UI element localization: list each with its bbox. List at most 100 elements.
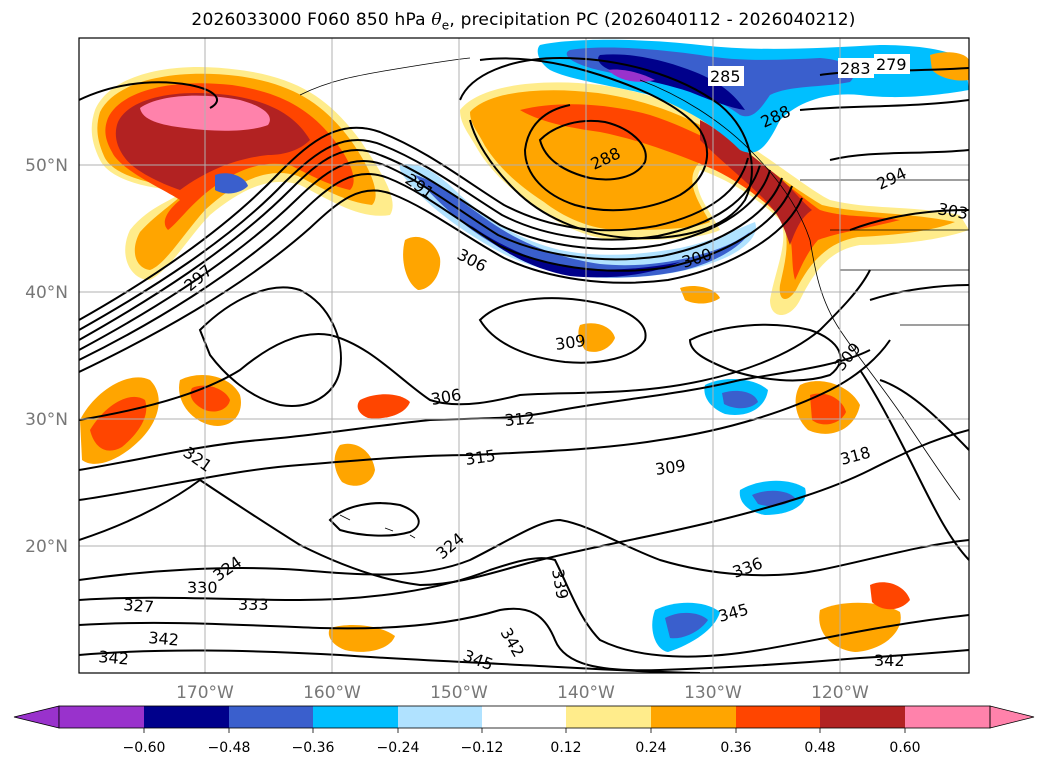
contour-label: 330 (187, 578, 218, 597)
contour-line (79, 81, 218, 109)
contour-line (198, 286, 342, 407)
contour-line (79, 429, 969, 587)
precip-area (930, 52, 969, 81)
precip-area (334, 443, 375, 486)
contour-line (859, 369, 969, 561)
contour-line (538, 119, 647, 181)
colorbar-segment (905, 706, 990, 728)
coastline (339, 514, 416, 539)
colorbar-tick-label: −0.24 (377, 740, 420, 756)
colorbar-segment (313, 706, 398, 728)
colorbar-segment (398, 706, 482, 728)
contour-line (869, 284, 969, 301)
contour-label: 279 (876, 55, 907, 74)
colorbar-segment (651, 706, 736, 728)
precip-area (470, 90, 955, 300)
graticule (79, 38, 969, 673)
lon-label: 120°W (811, 683, 869, 703)
colorbar-segment (736, 706, 820, 728)
coastline (299, 57, 471, 96)
contour-line (79, 269, 871, 421)
precip-area (722, 390, 758, 409)
contour-label: 297 (180, 261, 216, 295)
precip-area (870, 582, 910, 610)
contour-label: 345 (461, 646, 496, 674)
contour-label: 327 (123, 595, 155, 617)
contour-label: 309 (554, 331, 587, 354)
contour-line (799, 99, 969, 111)
colorbar-extend-low (13, 705, 60, 729)
contour-label: 315 (464, 446, 497, 469)
contour-line (849, 209, 969, 231)
precip-area (520, 104, 900, 280)
contour-label: 342 (497, 625, 529, 661)
precip-area (357, 394, 410, 419)
contour-label: 342 (148, 628, 180, 650)
contour-line (79, 649, 701, 673)
colorbar-segment (566, 706, 651, 728)
contour-label: 312 (504, 408, 536, 430)
lon-label: 130°W (684, 683, 742, 703)
lat-label: 40°N (25, 283, 68, 303)
contour-line (79, 160, 783, 351)
colorbar-tick-label: −0.36 (292, 740, 335, 756)
colorbar-tick-label: 0.24 (635, 740, 666, 756)
contour-label: 342 (98, 647, 130, 669)
contour-label: 285 (710, 67, 741, 86)
colorbar-tick-label: −0.48 (208, 740, 251, 756)
precip-area (190, 385, 230, 412)
colorbar-tick-label: 0.60 (889, 740, 920, 756)
coastlines (299, 57, 969, 539)
lat-label: 50°N (25, 156, 68, 176)
precip-area (403, 236, 441, 290)
colorbar-tick-label: 0.36 (720, 740, 751, 756)
contour-line (328, 502, 420, 537)
coastline (800, 179, 969, 326)
contour-line (829, 149, 969, 161)
colorbar-segment (144, 706, 229, 728)
map-frame (78, 37, 970, 674)
coastline (639, 79, 961, 501)
precip-area (680, 286, 720, 304)
colorbar-tick-label: −0.12 (461, 740, 504, 756)
contour-label: 324 (432, 529, 468, 563)
lon-label: 170°W (176, 683, 234, 703)
contour-label: 339 (548, 567, 572, 600)
contour-line (79, 139, 761, 331)
precip-area (415, 175, 750, 278)
contour-line (478, 297, 647, 364)
contour-line (688, 323, 842, 382)
contour-line (479, 57, 709, 212)
precip-area (328, 624, 395, 652)
colorbar-extend-high (989, 705, 1035, 729)
contour-label: 294 (874, 163, 910, 193)
precip-area (215, 173, 248, 194)
contour-line (459, 56, 753, 240)
colorbar-segment (482, 706, 566, 728)
contour-label: 333 (238, 595, 269, 614)
colorbar-tick-label: 0.48 (804, 740, 835, 756)
colorbar-segment (820, 706, 905, 728)
colorbar: −0.60 −0.48 −0.36 −0.24 −0.12 0.12 0.24 … (13, 705, 1035, 756)
contour-label: 321 (180, 443, 216, 476)
contour-line (79, 557, 969, 658)
contour-label: 283 (840, 59, 871, 78)
contour-label: 309 (654, 456, 687, 479)
precip-shading (80, 39, 969, 652)
contour-line (79, 126, 749, 321)
lon-label: 140°W (557, 683, 615, 703)
contour-line (79, 518, 969, 581)
precip-area (810, 393, 846, 425)
contour-label: 318 (838, 443, 872, 469)
lat-label: 30°N (25, 410, 68, 430)
contour-line (79, 149, 771, 341)
contour-line (79, 607, 969, 672)
contour-label: 306 (454, 245, 490, 276)
contour-line (79, 339, 891, 501)
precip-area (608, 69, 655, 82)
precip-area (665, 612, 708, 639)
colorbar-tick-label: 0.12 (550, 740, 581, 756)
contour-label: 342 (874, 651, 905, 670)
contour-label: 306 (429, 385, 462, 409)
